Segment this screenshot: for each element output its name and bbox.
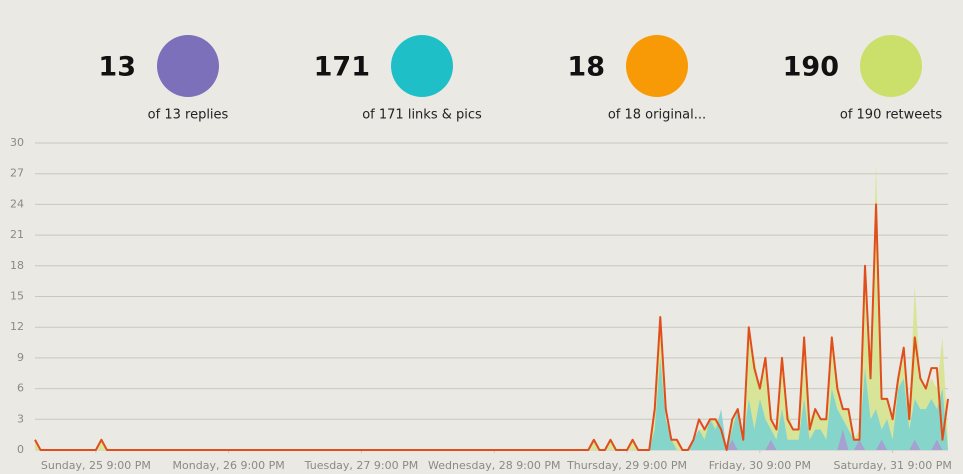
- stat-card: 13 of 13 replies: [98, 35, 229, 123]
- stat-card: 18 of 18 original...: [567, 35, 706, 123]
- series-line: [34, 203, 949, 451]
- stat-label: of 190 retweets: [840, 108, 942, 123]
- stat-label: of 18 original...: [608, 108, 706, 123]
- x-tick-label: Wednesday, 28 9:00 PM: [428, 459, 561, 472]
- stat-dot: [626, 35, 688, 97]
- y-tick-label: 12: [10, 320, 24, 333]
- stat-card: 171 of 171 links & pics: [314, 35, 482, 123]
- x-tick-label: Tuesday, 27 9:00 PM: [304, 459, 419, 472]
- stat-value: 13: [98, 52, 136, 83]
- y-tick-label: 24: [10, 197, 24, 210]
- y-tick-label: 9: [17, 351, 24, 364]
- y-tick-label: 30: [10, 136, 24, 149]
- y-tick-label: 27: [10, 167, 24, 180]
- y-tick-label: 18: [10, 259, 24, 272]
- stat-label: of 13 replies: [148, 108, 229, 123]
- stat-dot: [157, 35, 219, 97]
- series-area: [35, 429, 948, 450]
- stat-value: 18: [567, 52, 605, 83]
- x-tick-label: Sunday, 25 9:00 PM: [41, 459, 151, 472]
- x-tick-label: Friday, 30 9:00 PM: [709, 459, 811, 472]
- x-tick-label: Thursday, 29 9:00 PM: [566, 459, 687, 472]
- stat-dot: [391, 35, 453, 97]
- series-area: [35, 163, 948, 450]
- y-tick-label: 6: [17, 382, 24, 395]
- stat-label: of 171 links & pics: [362, 108, 482, 123]
- stat-card: 190 of 190 retweets: [783, 35, 942, 123]
- stat-dot: [860, 35, 922, 97]
- stat-value: 190: [783, 52, 839, 83]
- y-tick-label: 21: [10, 228, 24, 241]
- y-tick-label: 15: [10, 290, 24, 303]
- stat-value: 171: [314, 52, 370, 83]
- y-tick-label: 0: [17, 443, 24, 456]
- x-tick-label: Saturday, 31 9:00 PM: [833, 459, 951, 472]
- y-tick-label: 3: [17, 412, 24, 425]
- x-tick-label: Monday, 26 9:00 PM: [173, 459, 285, 472]
